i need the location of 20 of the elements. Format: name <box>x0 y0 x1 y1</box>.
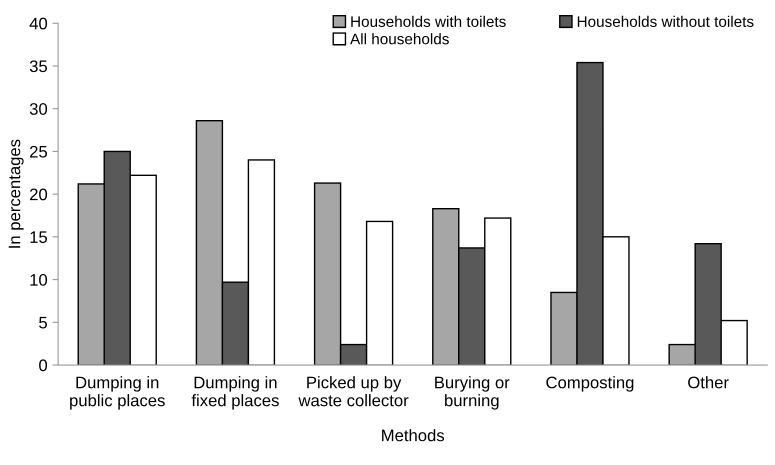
x-tick-label: Dumping in public places <box>70 376 165 410</box>
x-tick-label: Composting <box>546 376 634 392</box>
y-tick-label: 0 <box>39 359 48 372</box>
legend-label: Households with toilets <box>351 16 506 27</box>
y-tick-label: 5 <box>39 316 48 329</box>
y-tick-label: 35 <box>30 60 48 72</box>
y-tick-label: 30 <box>30 103 48 115</box>
y-tick-label: 20 <box>30 188 48 200</box>
y-tick-label: 40 <box>30 18 48 30</box>
legend-label: Households without toilets <box>578 16 754 27</box>
x-tick-label: Burying or burning <box>435 376 510 410</box>
y-tick-label: 15 <box>30 231 48 244</box>
y-tick-label: 10 <box>30 274 48 286</box>
x-axis-title: Methods <box>382 429 444 442</box>
x-tick-label: Other <box>688 376 729 388</box>
x-tick-label: Picked up by waste collector <box>298 376 408 406</box>
x-tick-label: Dumping in fixed places <box>192 376 279 410</box>
y-tick-label: 25 <box>30 146 48 158</box>
y-axis-title: In percentages <box>8 140 24 248</box>
legend-label: All households <box>350 33 449 44</box>
